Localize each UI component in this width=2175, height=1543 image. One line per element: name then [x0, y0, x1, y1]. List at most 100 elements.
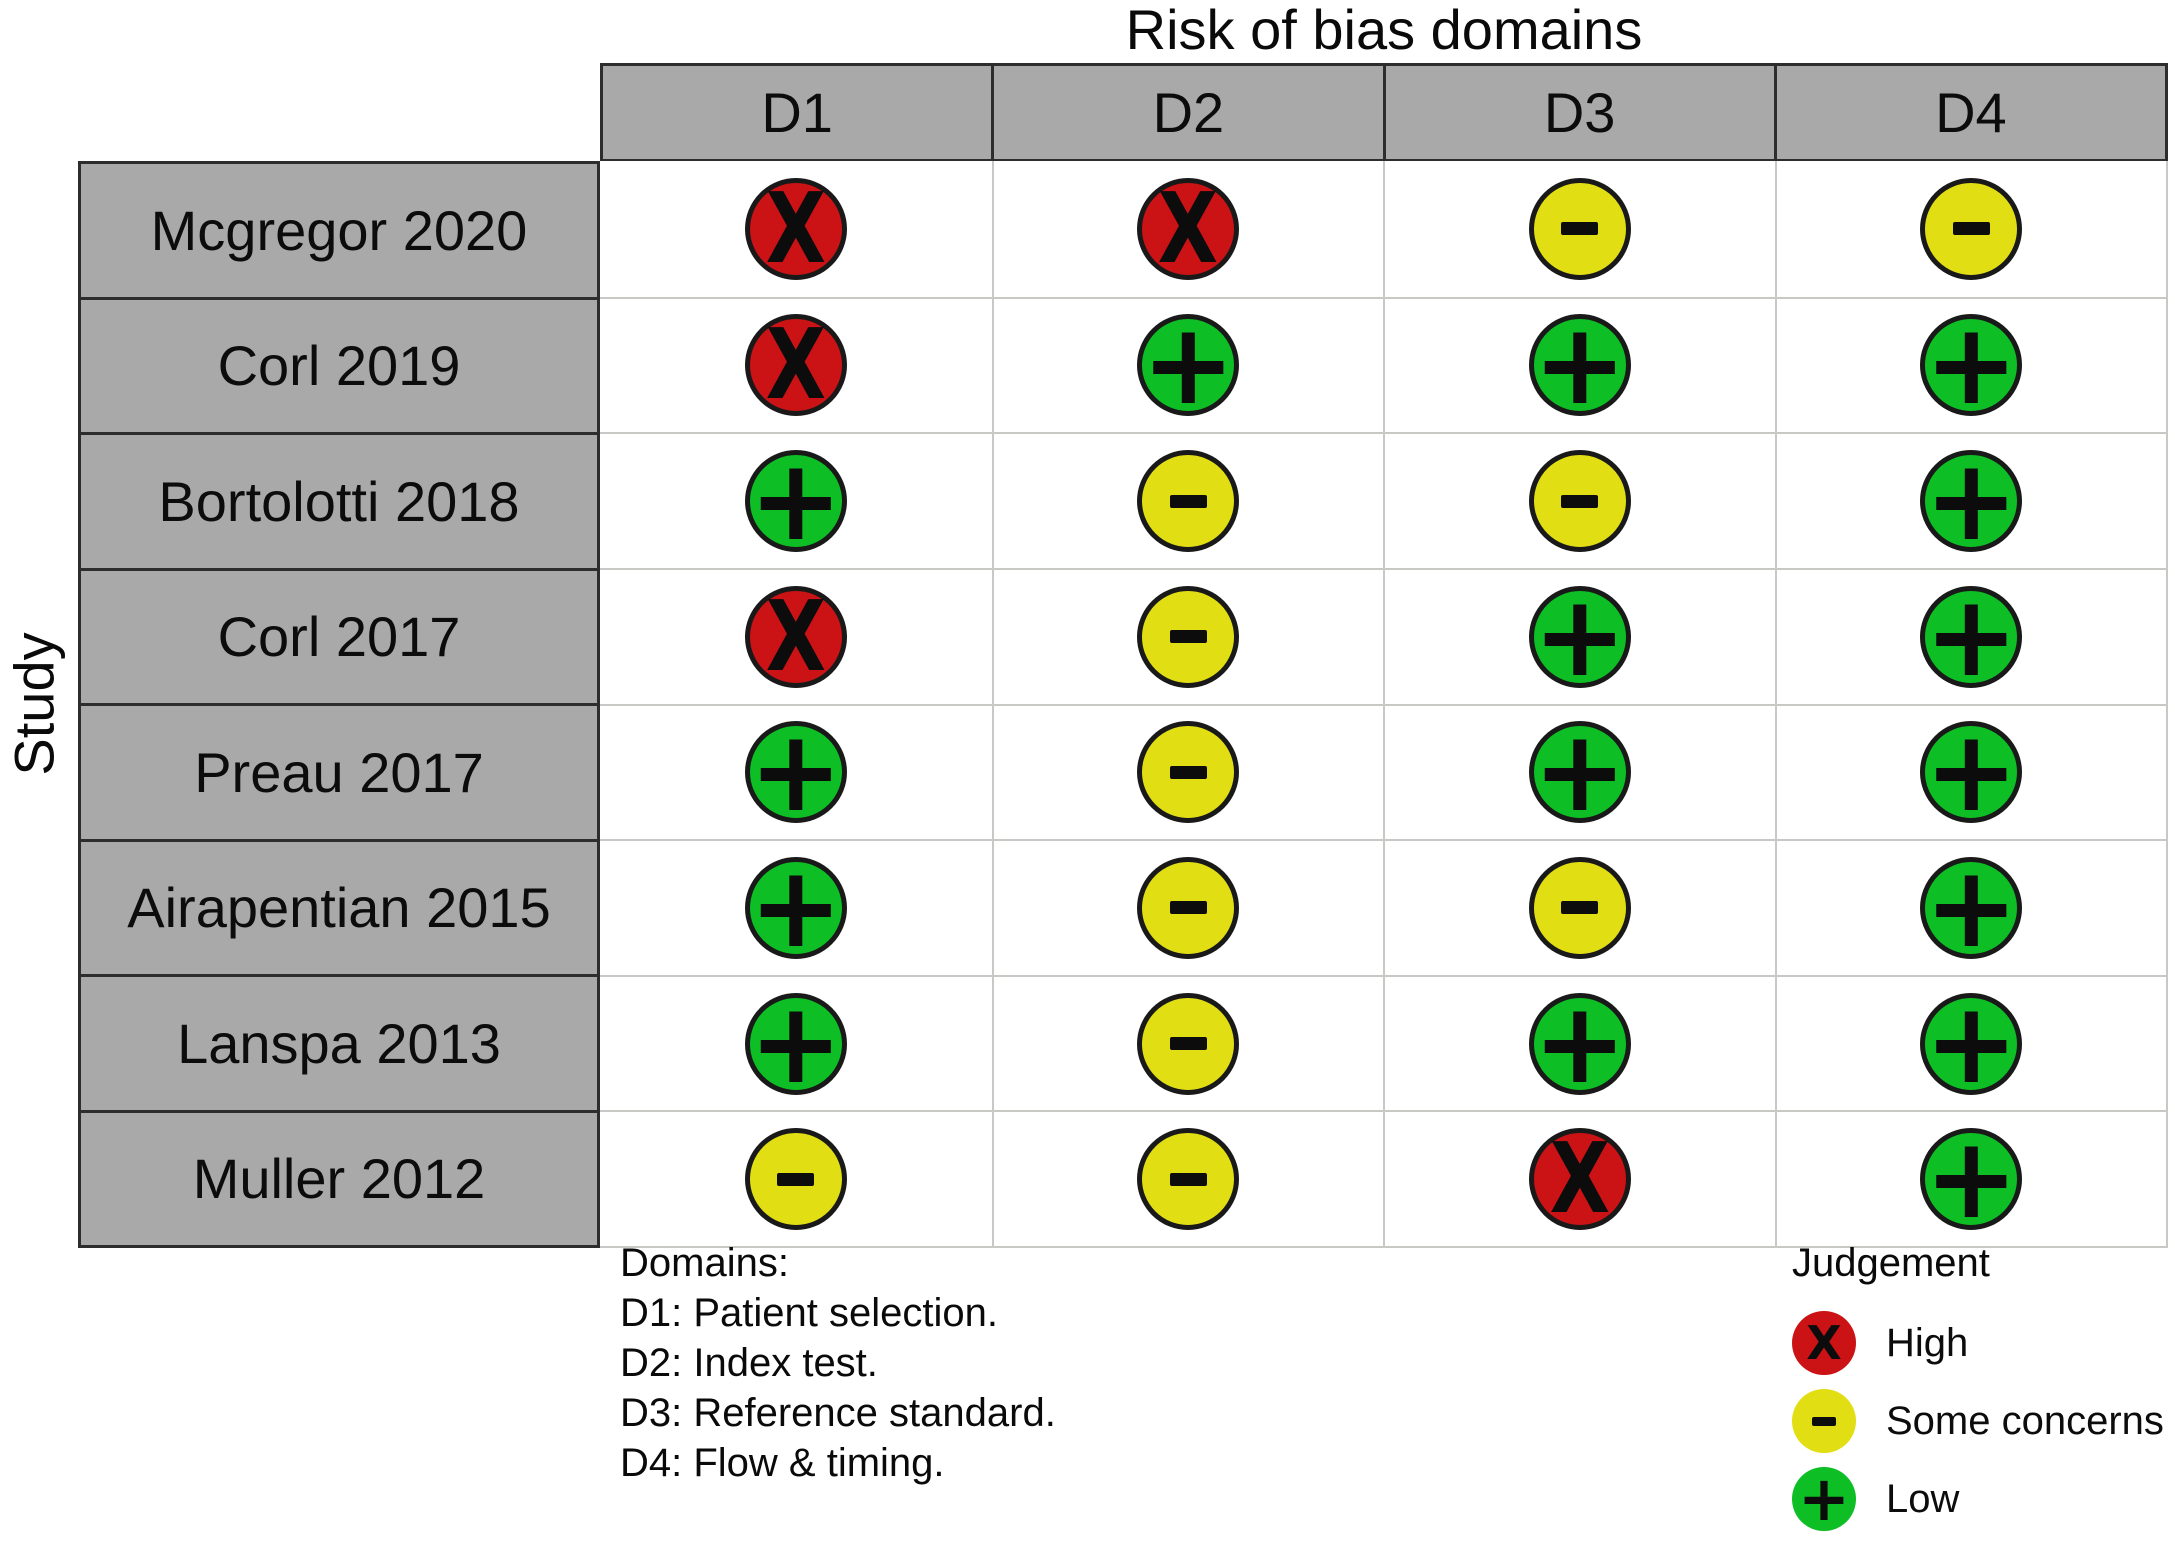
judgement-icon-low: +: [744, 445, 847, 557]
x-icon: X: [765, 171, 826, 285]
judgement-cell-corl-2019-d2: +: [991, 296, 1383, 433]
domains-footnote: Domains: D1: Patient selection. D2: Index…: [620, 1238, 1056, 1488]
domain-definition-d1: D1: Patient selection.: [620, 1291, 998, 1335]
plus-icon: +: [1924, 1114, 2019, 1245]
judgement-cell-mcgregor-2020-d2: X: [991, 161, 1384, 297]
judgement-cell-mcgregor-2020-d4: [1774, 161, 2167, 297]
judgement-cell-lanspa-2013-d1: +: [600, 974, 992, 1111]
judgement-icon-low: +: [1528, 581, 1631, 693]
judgement-icon-some-concerns: [1920, 177, 2023, 280]
judgement-icon-some-concerns: [1137, 721, 1240, 824]
minus-icon: [1169, 765, 1207, 779]
plus-icon: +: [1141, 300, 1236, 431]
minus-icon: [1169, 630, 1207, 644]
judgement-icon-some-concerns: [1528, 177, 1631, 280]
judgement-cell-airapentian-2015-d3: [1383, 839, 1775, 975]
judgement-cell-lanspa-2013-d2: [991, 974, 1383, 1111]
study-column: Mcgregor 2020 Corl 2019 Bortolotti 2018 Cor…: [78, 161, 600, 1248]
study-label-muller-2012: Muller 2012: [78, 1109, 600, 1248]
legend-item-low: + Low: [1792, 1460, 2175, 1538]
judgement-icon-high: X: [744, 308, 847, 422]
judgement-icon-some-concerns: [1528, 450, 1631, 553]
column-header-d2: D2: [991, 63, 1386, 162]
minus-icon: [1952, 222, 1990, 236]
study-label-airapentian-2015: Airapentian 2015: [78, 838, 600, 977]
judgement-cell-preau-2017-d3: +: [1383, 703, 1775, 840]
judgement-icon-some-concerns: [1137, 450, 1240, 553]
plus-icon: +: [1798, 1462, 1850, 1535]
legend-label-high: High: [1886, 1320, 1969, 1365]
plus-icon: +: [1924, 707, 2019, 838]
judgement-icon-some-concerns: [744, 1128, 847, 1231]
x-icon: X: [765, 308, 826, 422]
minus-icon: [1169, 1172, 1207, 1186]
judgement-icon-low: +: [1920, 716, 2023, 828]
plus-icon: +: [748, 707, 843, 838]
judgement-cell-corl-2017-d3: +: [1383, 567, 1775, 704]
study-label-lanspa-2013: Lanspa 2013: [78, 974, 600, 1113]
judgement-cell-airapentian-2015-d2: [991, 839, 1383, 975]
judgement-cell-lanspa-2013-d4: +: [1774, 974, 2166, 1111]
judgement-icon-low: +: [744, 852, 847, 964]
judgement-icon-low: +: [1920, 988, 2023, 1100]
column-header-d4: D4: [1773, 63, 2168, 162]
judgement-cell-lanspa-2013-d3: +: [1383, 974, 1775, 1111]
judgement-icon-low: +: [1920, 852, 2023, 964]
judgement-icon-high: X: [744, 579, 847, 693]
minus-icon: [1812, 1416, 1836, 1426]
minus-icon: [1561, 222, 1599, 236]
legend-swatch-some-concerns: [1792, 1389, 1856, 1453]
plus-icon: +: [748, 978, 843, 1109]
judgement-cell-airapentian-2015-d1: +: [600, 839, 992, 975]
minus-icon: [1561, 494, 1599, 508]
judgement-icon-some-concerns: [1528, 856, 1631, 959]
judgement-cell-muller-2012-d3: X: [1383, 1110, 1775, 1246]
domain-definition-d4: D4: Flow & timing.: [620, 1441, 945, 1485]
study-label-mcgregor-2020: Mcgregor 2020: [78, 161, 600, 300]
judgement-cell-muller-2012-d1: [600, 1110, 992, 1246]
chart-title: Risk of bias domains: [1125, 0, 1643, 61]
plus-icon: +: [1924, 978, 2019, 1109]
judgement-grid: X X X + + + + + X + + + + + + + + + + X +: [600, 161, 2168, 1248]
legend-swatch-low: +: [1792, 1467, 1856, 1531]
minus-icon: [1561, 901, 1599, 915]
judgement-icon-low: +: [1920, 445, 2023, 557]
judgement-icon-low: +: [744, 988, 847, 1100]
judgement-icon-some-concerns: [1137, 992, 1240, 1095]
column-header-d3: D3: [1382, 63, 1777, 162]
judgement-cell-corl-2017-d2: [991, 567, 1383, 704]
judgement-icon-high: X: [1528, 1121, 1631, 1236]
x-icon: X: [1158, 171, 1219, 285]
judgement-legend: Judgement X High Some concerns + Low: [1792, 1238, 2175, 1538]
plus-icon: +: [748, 436, 843, 567]
study-label-bortolotti-2018: Bortolotti 2018: [78, 432, 600, 571]
legend-swatch-high: X: [1792, 1311, 1856, 1375]
plus-icon: +: [748, 842, 843, 973]
plus-icon: +: [1924, 842, 2019, 973]
judgement-cell-corl-2017-d4: +: [1774, 567, 2166, 704]
judgement-cell-preau-2017-d2: [991, 703, 1383, 840]
x-icon: X: [1549, 1121, 1610, 1236]
legend-item-high: X High: [1792, 1304, 2175, 1382]
plus-icon: +: [1532, 978, 1627, 1109]
study-label-preau-2017: Preau 2017: [78, 703, 600, 842]
judgement-cell-corl-2019-d1: X: [600, 296, 992, 433]
judgement-cell-bortolotti-2018-d1: +: [600, 432, 992, 568]
minus-icon: [1169, 1037, 1207, 1051]
judgement-icon-low: +: [1920, 1123, 2023, 1235]
minus-icon: [1169, 494, 1207, 508]
legend-label-some-concerns: Some concerns: [1886, 1398, 2164, 1443]
plus-icon: +: [1924, 436, 2019, 567]
judgement-cell-preau-2017-d4: +: [1774, 703, 2166, 840]
judgement-cell-corl-2019-d4: +: [1774, 296, 2166, 433]
judgement-icon-some-concerns: [1137, 1128, 1240, 1231]
domain-definition-d2: D2: Index test.: [620, 1341, 878, 1385]
plus-icon: +: [1532, 571, 1627, 702]
judgement-cell-preau-2017-d1: +: [600, 703, 992, 840]
judgement-icon-low: +: [1528, 716, 1631, 828]
x-icon: X: [765, 579, 826, 693]
study-label-corl-2019: Corl 2019: [78, 296, 600, 435]
legend-item-some-concerns: Some concerns: [1792, 1382, 2175, 1460]
minus-icon: [1169, 901, 1207, 915]
